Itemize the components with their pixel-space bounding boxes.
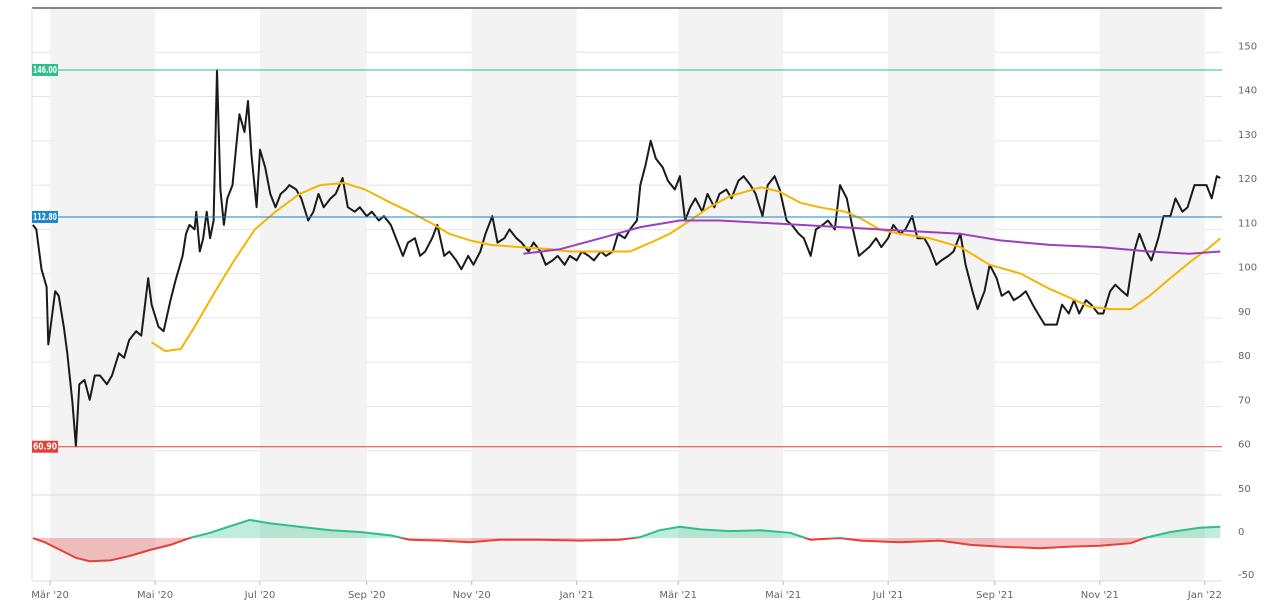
y-tick-label: -50: [1238, 570, 1254, 581]
x-tick-label: Mai '20: [137, 590, 173, 601]
price-line: [32, 69, 1221, 448]
y-tick-label: 110: [1238, 218, 1257, 229]
y-tick-label: 150: [1238, 41, 1257, 52]
y-tick-label: 90: [1238, 307, 1251, 318]
y-tick-label: 50: [1238, 484, 1251, 495]
y-tick-label: 120: [1238, 174, 1257, 185]
oscillator-line: [32, 538, 1150, 563]
reference-label: 60.90: [33, 442, 57, 453]
price-line: [151, 181, 1221, 353]
x-tick-label: Jul '21: [872, 590, 904, 601]
shaded-band: [471, 8, 577, 581]
y-tick-label: 100: [1238, 263, 1257, 274]
y-tick-label: 60: [1238, 440, 1251, 451]
reference-label: 146.00: [33, 65, 57, 76]
reference-label-box: [32, 210, 58, 223]
y-tick-label: 130: [1238, 130, 1257, 141]
x-tick-label: Nov '21: [1081, 590, 1119, 601]
reference-label-box: [32, 440, 58, 453]
y-tick-label: 80: [1238, 351, 1251, 362]
x-tick-label: Jan '21: [559, 590, 594, 601]
oscillator-area: [32, 538, 1221, 562]
y-tick-label: 0: [1238, 527, 1244, 538]
y-tick-label: 70: [1238, 395, 1251, 406]
x-tick-label: Mär '21: [659, 590, 697, 601]
x-tick-label: Sep '20: [348, 590, 386, 601]
shaded-band: [260, 8, 367, 581]
x-tick-label: Mai '21: [765, 590, 801, 601]
oscillator-area: [32, 519, 1221, 538]
x-tick-label: Jul '20: [244, 590, 276, 601]
x-tick-label: Jan '22: [1187, 590, 1222, 601]
shaded-band: [50, 8, 156, 581]
reference-label: 112.80: [33, 212, 57, 223]
price-line: [523, 219, 1221, 255]
shaded-band: [678, 8, 784, 581]
x-tick-label: Nov '20: [453, 590, 491, 601]
x-tick-label: Mär '20: [31, 590, 69, 601]
reference-label-box: [32, 63, 58, 76]
y-tick-label: 140: [1238, 86, 1257, 97]
shaded-band: [888, 8, 995, 581]
x-tick-label: Sep '21: [976, 590, 1014, 601]
